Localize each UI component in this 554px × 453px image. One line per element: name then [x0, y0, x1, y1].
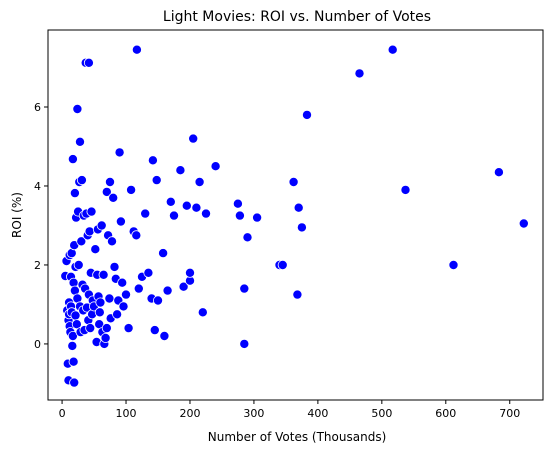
data-point [243, 233, 252, 242]
data-point [494, 168, 503, 177]
y-tick-label: 6 [34, 101, 41, 114]
data-point [69, 357, 78, 366]
data-point [176, 166, 185, 175]
data-point [118, 278, 127, 287]
data-point [74, 260, 83, 269]
data-point [141, 209, 150, 218]
data-point [96, 298, 105, 307]
data-point [293, 290, 302, 299]
plot-frame [48, 30, 543, 400]
data-point [99, 270, 108, 279]
data-point [388, 45, 397, 54]
data-point [240, 339, 249, 348]
data-point [116, 217, 125, 226]
data-point [86, 324, 95, 333]
data-point [110, 262, 119, 271]
data-point [240, 284, 249, 293]
data-point [77, 176, 86, 185]
data-point [152, 176, 161, 185]
data-point [124, 324, 133, 333]
data-point [235, 211, 244, 220]
data-point [132, 231, 141, 240]
data-point [107, 237, 116, 246]
data-point [113, 310, 122, 319]
data-point [192, 203, 201, 212]
data-point [355, 69, 364, 78]
data-point [169, 211, 178, 220]
y-tick-label: 2 [34, 259, 41, 272]
data-point [160, 331, 169, 340]
data-point [198, 308, 207, 317]
data-point [302, 110, 311, 119]
data-point [127, 185, 136, 194]
data-point [109, 193, 118, 202]
data-point [166, 197, 175, 206]
y-axis-ticks: 0 2 4 6 [34, 101, 48, 351]
data-point [68, 341, 77, 350]
data-point [105, 177, 114, 186]
data-point [185, 268, 194, 277]
data-point [102, 324, 111, 333]
data-point [85, 227, 94, 236]
data-point [87, 207, 96, 216]
data-point [294, 203, 303, 212]
data-point [159, 249, 168, 258]
data-point [289, 177, 298, 186]
data-point [84, 58, 93, 67]
data-point [144, 268, 153, 277]
data-point [278, 260, 287, 269]
data-point [73, 104, 82, 113]
data-point [75, 137, 84, 146]
y-axis-label: ROI (%) [10, 192, 24, 238]
data-point [121, 290, 130, 299]
x-tick-label: 0 [59, 407, 66, 420]
x-axis-ticks: 0 100 200 300 400 500 600 700 [59, 400, 521, 420]
y-tick-label: 0 [34, 338, 41, 351]
data-point [101, 333, 110, 342]
data-point [182, 201, 191, 210]
data-point [401, 185, 410, 194]
x-tick-label: 300 [243, 407, 264, 420]
x-tick-label: 600 [435, 407, 456, 420]
data-point [163, 286, 172, 295]
y-tick-label: 4 [34, 180, 41, 193]
data-point [233, 199, 242, 208]
data-point [97, 221, 106, 230]
data-point [95, 308, 104, 317]
data-point [91, 245, 100, 254]
x-axis-label: Number of Votes (Thousands) [208, 430, 387, 444]
chart-title: Light Movies: ROI vs. Number of Votes [163, 9, 431, 25]
data-point [253, 213, 262, 222]
data-point [132, 45, 141, 54]
data-point [153, 296, 162, 305]
data-point [105, 294, 114, 303]
x-tick-label: 100 [116, 407, 137, 420]
data-point [115, 148, 124, 157]
data-point [201, 209, 210, 218]
data-point [70, 189, 79, 198]
data-points [61, 45, 529, 387]
data-point [148, 156, 157, 165]
data-point [189, 134, 198, 143]
data-point [150, 326, 159, 335]
data-point [519, 219, 528, 228]
data-point [449, 260, 458, 269]
data-point [68, 155, 77, 164]
x-tick-label: 400 [307, 407, 328, 420]
data-point [134, 284, 143, 293]
data-point [119, 302, 128, 311]
x-tick-label: 700 [499, 407, 520, 420]
data-point [70, 378, 79, 387]
x-tick-label: 500 [371, 407, 392, 420]
x-tick-label: 200 [179, 407, 200, 420]
data-point [195, 177, 204, 186]
data-point [297, 223, 306, 232]
data-point [211, 162, 220, 171]
